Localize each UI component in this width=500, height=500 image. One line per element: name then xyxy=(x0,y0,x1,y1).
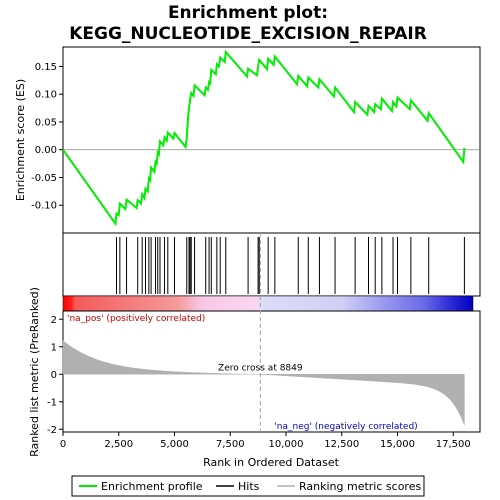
chart-title-line1: Enrichment plot: xyxy=(168,3,328,23)
legend-metric-label: Ranking metric scores xyxy=(299,480,421,493)
x-tick-label: 2,500 xyxy=(104,439,133,450)
x-axis-label: Rank in Ordered Dataset xyxy=(203,456,340,469)
es-panel xyxy=(62,46,481,234)
es-y-tick-label: -0.10 xyxy=(31,201,57,212)
es-y-tick-label: 0.00 xyxy=(35,145,57,156)
metric-y-tick-label: -1 xyxy=(47,397,57,408)
legend xyxy=(71,475,425,497)
x-tick-label: 10,000 xyxy=(268,439,303,450)
es-y-tick-label: -0.05 xyxy=(31,173,57,184)
es-y-tick-label: 0.15 xyxy=(35,62,57,73)
es-y-tick-label: 0.10 xyxy=(35,90,57,101)
x-tick-label: 12,500 xyxy=(324,439,359,450)
x-tick-label: 5,000 xyxy=(160,439,189,450)
x-tick-label: 7,500 xyxy=(216,439,245,450)
metric-y-tick-label: 0 xyxy=(51,370,57,381)
na-pos-label: 'na_pos' (positively correlated) xyxy=(67,314,205,324)
metric-y-tick-label: -2 xyxy=(47,425,57,436)
x-axis: 0 2,500 5,000 7,500 10,000 12,500 15,000 17,500 xyxy=(60,432,471,450)
na-neg-label: 'na_neg' (negatively correlated) xyxy=(274,422,417,432)
metric-y-tick-label: 1 xyxy=(51,342,57,353)
metric-y-axis: -2 -1 0 1 2 xyxy=(47,315,63,436)
es-curve xyxy=(62,49,466,227)
x-tick-label: 0 xyxy=(60,439,66,450)
x-tick-label: 17,500 xyxy=(436,439,471,450)
es-y-tick-label: 0.05 xyxy=(35,117,57,128)
metric-y-axis-label: Ranked list metric (PreRanked) xyxy=(28,287,41,457)
hits-panel xyxy=(62,232,481,297)
es-y-axis-label: Enrichment score (ES) xyxy=(14,79,27,201)
metric-y-tick-label: 2 xyxy=(51,315,57,326)
x-tick-label: 15,000 xyxy=(380,439,415,450)
zero-cross-label: Zero cross at 8849 xyxy=(218,363,303,373)
legend-es-label: Enrichment profile xyxy=(101,480,203,493)
ranking-metric-area xyxy=(62,340,465,426)
hit-lines xyxy=(116,237,465,294)
rank-color-bar xyxy=(62,295,474,312)
legend-hits-label: Hits xyxy=(238,480,260,493)
es-y-axis: -0.10 -0.05 0.00 0.05 0.10 0.15 xyxy=(31,62,63,212)
chart-title-line2: KEGG_NUCLEOTIDE_EXCISION_REPAIR xyxy=(69,24,427,44)
